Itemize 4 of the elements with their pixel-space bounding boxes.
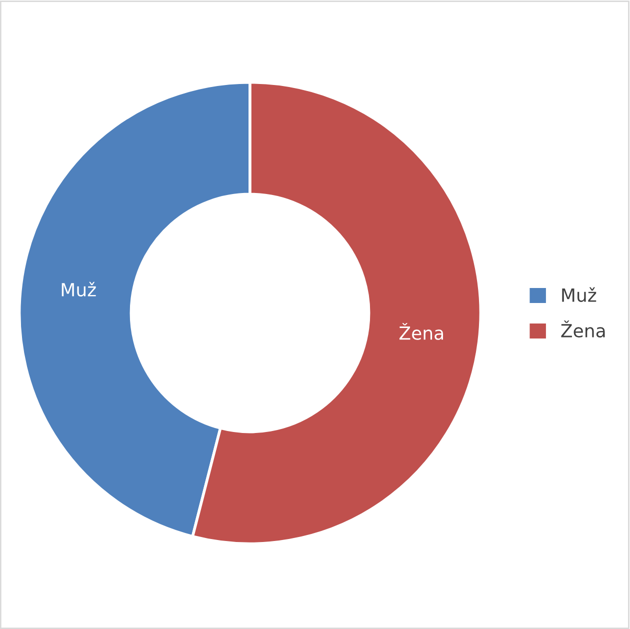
legend-label: Muž <box>562 287 596 302</box>
legend-label: Žena <box>561 320 605 338</box>
slice-label: Žena <box>399 322 444 340</box>
slice-label: Muž <box>62 282 96 297</box>
